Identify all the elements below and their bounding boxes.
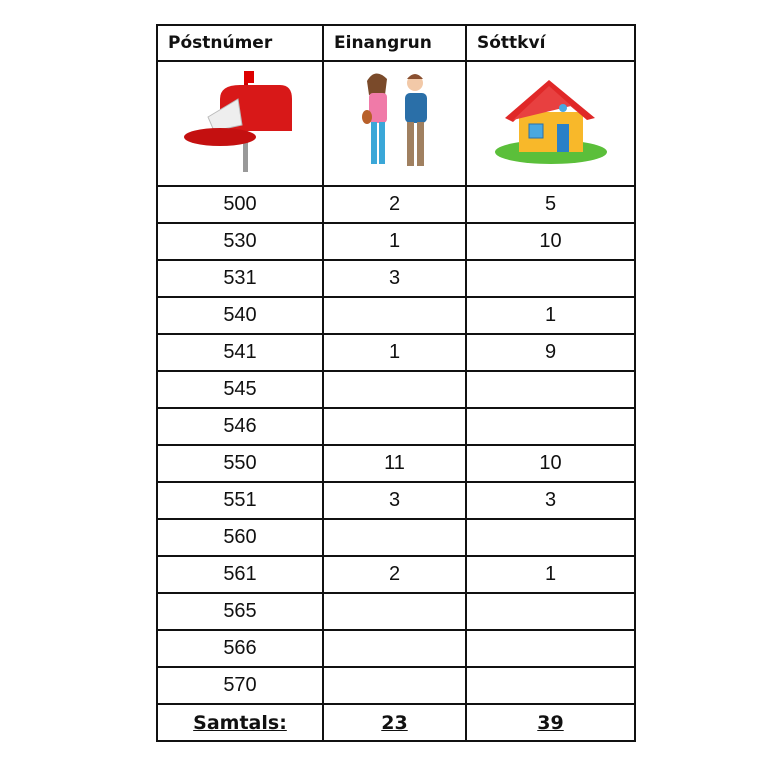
quarantine-cell	[465, 259, 636, 298]
header-isolation: Einangrun	[322, 24, 467, 62]
isolation-cell	[322, 407, 467, 446]
isolation-cell	[322, 370, 467, 409]
total-row: Samtals: 23 39	[156, 703, 636, 742]
total-label: Samtals:	[156, 703, 324, 742]
quarantine-cell: 1	[465, 555, 636, 594]
isolation-cell	[322, 296, 467, 335]
table-row: 561 2 1	[156, 555, 636, 594]
isolation-cell: 1	[322, 222, 467, 261]
postal-code-cell: 551	[156, 481, 324, 520]
total-quarantine: 39	[465, 703, 636, 742]
postal-code-cell: 500	[156, 185, 324, 224]
isolation-cell: 3	[322, 259, 467, 298]
table-row: 560	[156, 518, 636, 557]
quarantine-cell	[465, 518, 636, 557]
postal-code-cell: 530	[156, 222, 324, 261]
quarantine-cell: 3	[465, 481, 636, 520]
header-quarantine: Sóttkví	[465, 24, 636, 62]
isolation-cell	[322, 518, 467, 557]
table-row: 570	[156, 666, 636, 705]
table-row: 545	[156, 370, 636, 409]
quarantine-cell	[465, 666, 636, 705]
table-row: 546	[156, 407, 636, 446]
house-icon	[494, 79, 607, 164]
table-row: 565	[156, 592, 636, 631]
quarantine-cell: 9	[465, 333, 636, 372]
table-row: 566	[156, 629, 636, 668]
postal-code-table: Póstnúmer Einangrun Sóttkví	[156, 24, 636, 742]
table-row: 530 1 10	[156, 222, 636, 261]
quarantine-cell: 10	[465, 222, 636, 261]
isolation-cell: 1	[322, 333, 467, 372]
quarantine-cell: 1	[465, 296, 636, 335]
isolation-cell: 11	[322, 444, 467, 483]
total-isolation: 23	[322, 703, 467, 742]
table-row: 551 3 3	[156, 481, 636, 520]
table-row: 541 1 9	[156, 333, 636, 372]
postal-code-cell: 566	[156, 629, 324, 668]
postal-code-cell: 560	[156, 518, 324, 557]
isolation-cell: 2	[322, 185, 467, 224]
postal-code-cell: 550	[156, 444, 324, 483]
table-row: 540 1	[156, 296, 636, 335]
table-row: 550 11 10	[156, 444, 636, 483]
header-row: Póstnúmer Einangrun Sóttkví	[156, 24, 636, 62]
postal-code-cell: 546	[156, 407, 324, 446]
postal-code-cell: 545	[156, 370, 324, 409]
isolation-cell	[322, 666, 467, 705]
isolation-cell: 3	[322, 481, 467, 520]
isolation-cell	[322, 592, 467, 631]
quarantine-cell	[465, 370, 636, 409]
postal-code-cell: 540	[156, 296, 324, 335]
mailbox-icon	[184, 71, 292, 172]
postal-code-cell: 565	[156, 592, 324, 631]
people-icon	[361, 72, 427, 166]
quarantine-cell: 5	[465, 185, 636, 224]
quarantine-cell	[465, 592, 636, 631]
table-row: 531 3	[156, 259, 636, 298]
isolation-cell: 2	[322, 555, 467, 594]
quarantine-cell: 10	[465, 444, 636, 483]
postal-code-cell: 570	[156, 666, 324, 705]
isolation-cell	[322, 629, 467, 668]
postal-code-cell: 541	[156, 333, 324, 372]
postal-code-cell: 531	[156, 259, 324, 298]
quarantine-cell	[465, 407, 636, 446]
icon-row	[156, 60, 636, 187]
postal-code-cell: 561	[156, 555, 324, 594]
quarantine-cell	[465, 629, 636, 668]
header-postal-code: Póstnúmer	[156, 24, 324, 62]
table-row: 500 2 5	[156, 185, 636, 224]
